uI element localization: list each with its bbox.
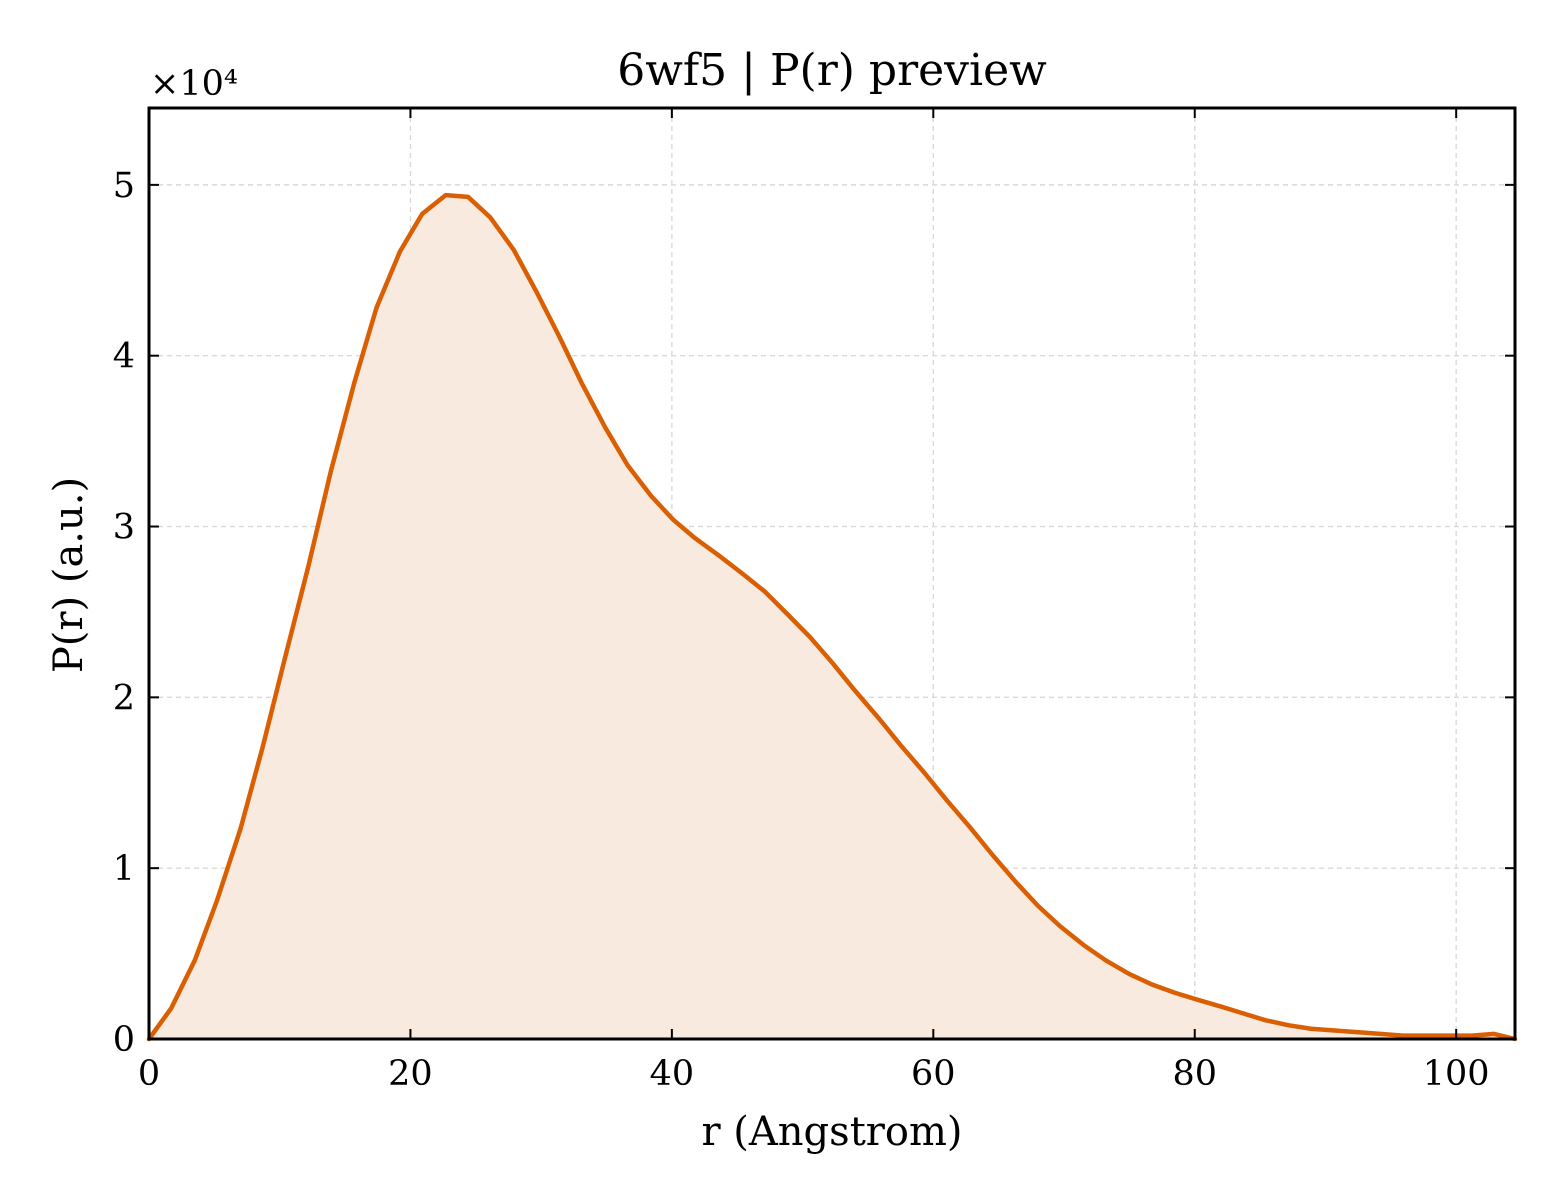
y-axis-label: P(r) (a.u.) — [46, 477, 92, 673]
y-tick-label: 0 — [113, 1020, 135, 1060]
x-tick-label: 0 — [138, 1054, 160, 1094]
x-tick-label: 80 — [1172, 1054, 1217, 1094]
x-tick-label: 100 — [1423, 1054, 1490, 1094]
x-axis-label: r (Angstrom) — [701, 1109, 962, 1155]
chart-title: 6wf5 | P(r) preview — [617, 45, 1047, 96]
y-tick-label: 1 — [113, 849, 135, 889]
x-tick-label: 40 — [650, 1054, 695, 1094]
y-tick-label: 2 — [113, 678, 135, 718]
area-fill-layer — [149, 195, 1515, 1039]
x-tick-label: 20 — [388, 1054, 433, 1094]
y-tick-label: 3 — [113, 508, 135, 548]
y-tick-label: 5 — [113, 166, 135, 206]
y-tick-label: 4 — [113, 337, 135, 377]
y-axis-multiplier: ×10⁴ — [150, 64, 238, 104]
x-tick-label: 60 — [911, 1054, 956, 1094]
pr-area-fill — [149, 195, 1515, 1039]
